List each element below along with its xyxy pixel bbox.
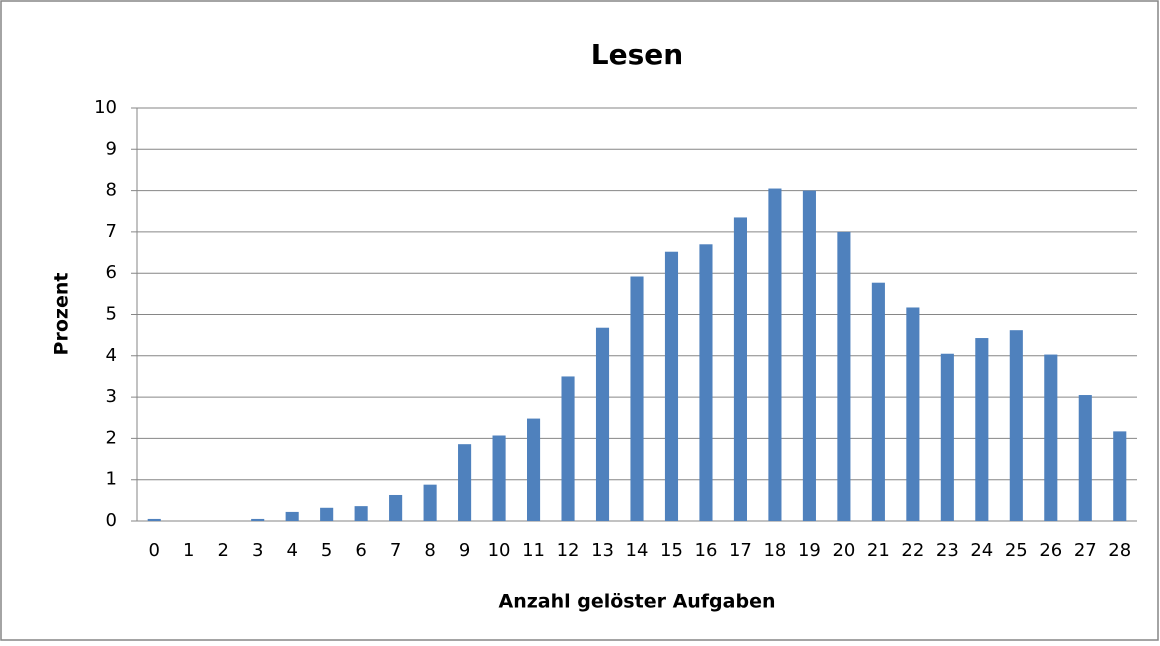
bar (837, 231, 851, 521)
y-tick-label: 6 (106, 262, 117, 283)
bar (423, 484, 437, 521)
x-tick-label: 1 (183, 540, 194, 561)
y-axis-label: Prozent (51, 273, 73, 356)
x-tick-label: 10 (488, 540, 511, 561)
x-tick-label: 9 (459, 540, 470, 561)
chart-title: Lesen (591, 38, 683, 71)
x-axis-label: Anzahl gelöster Aufgaben (498, 591, 775, 613)
bar (251, 518, 265, 521)
bar (389, 494, 403, 521)
x-tick-label: 16 (695, 540, 718, 561)
x-tick-label: 0 (149, 540, 160, 561)
bar (975, 338, 989, 521)
x-tick-label: 22 (901, 540, 924, 561)
x-tick-label: 27 (1074, 540, 1097, 561)
bar (940, 353, 954, 521)
bar (871, 282, 885, 521)
bar (320, 507, 334, 521)
x-tick-label: 17 (729, 540, 752, 561)
x-tick-label: 26 (1039, 540, 1062, 561)
x-tick-label: 20 (832, 540, 855, 561)
bar (561, 376, 575, 521)
x-tick-label: 3 (252, 540, 263, 561)
x-tick-label: 8 (424, 540, 435, 561)
y-tick-label: 4 (106, 345, 117, 366)
x-tick-label: 12 (557, 540, 580, 561)
x-tick-label: 14 (626, 540, 649, 561)
x-tick-label: 19 (798, 540, 821, 561)
bar (630, 276, 644, 521)
y-tick-label: 2 (106, 427, 117, 448)
y-tick-label: 9 (106, 138, 117, 159)
bar (458, 444, 472, 521)
x-tick-label: 24 (970, 540, 993, 561)
bar (1078, 395, 1092, 521)
x-tick-label: 7 (390, 540, 401, 561)
bar (733, 217, 747, 521)
bar (595, 327, 610, 521)
bar (285, 511, 299, 521)
bar (699, 244, 713, 522)
bar (1044, 354, 1058, 521)
x-tick-label: 15 (660, 540, 683, 561)
bar (664, 251, 679, 521)
x-tick-label: 18 (763, 540, 786, 561)
y-tick-label: 5 (106, 304, 117, 325)
bar (802, 190, 816, 521)
bar (492, 435, 506, 521)
y-tick-label: 7 (106, 221, 117, 242)
y-tick-label: 10 (94, 97, 117, 118)
x-tick-label: 5 (321, 540, 332, 561)
bar (1009, 330, 1023, 521)
bar (147, 518, 161, 521)
bar (906, 307, 920, 521)
y-tick-label: 8 (106, 180, 117, 201)
x-tick-label: 28 (1108, 540, 1131, 561)
x-tick-label: 2 (217, 540, 228, 561)
x-tick-label: 23 (936, 540, 959, 561)
x-tick-label: 4 (286, 540, 297, 561)
bar (768, 188, 782, 521)
x-tick-label: 21 (867, 540, 890, 561)
x-tick-label: 13 (591, 540, 614, 561)
x-tick-label: 11 (522, 540, 545, 561)
bar (1113, 431, 1127, 521)
bar (527, 418, 541, 521)
y-tick-label: 3 (106, 386, 117, 407)
y-tick-label: 0 (106, 510, 117, 531)
x-tick-label: 6 (355, 540, 366, 561)
y-tick-label: 1 (106, 469, 117, 490)
x-tick-label: 25 (1005, 540, 1028, 561)
bar (354, 506, 368, 521)
